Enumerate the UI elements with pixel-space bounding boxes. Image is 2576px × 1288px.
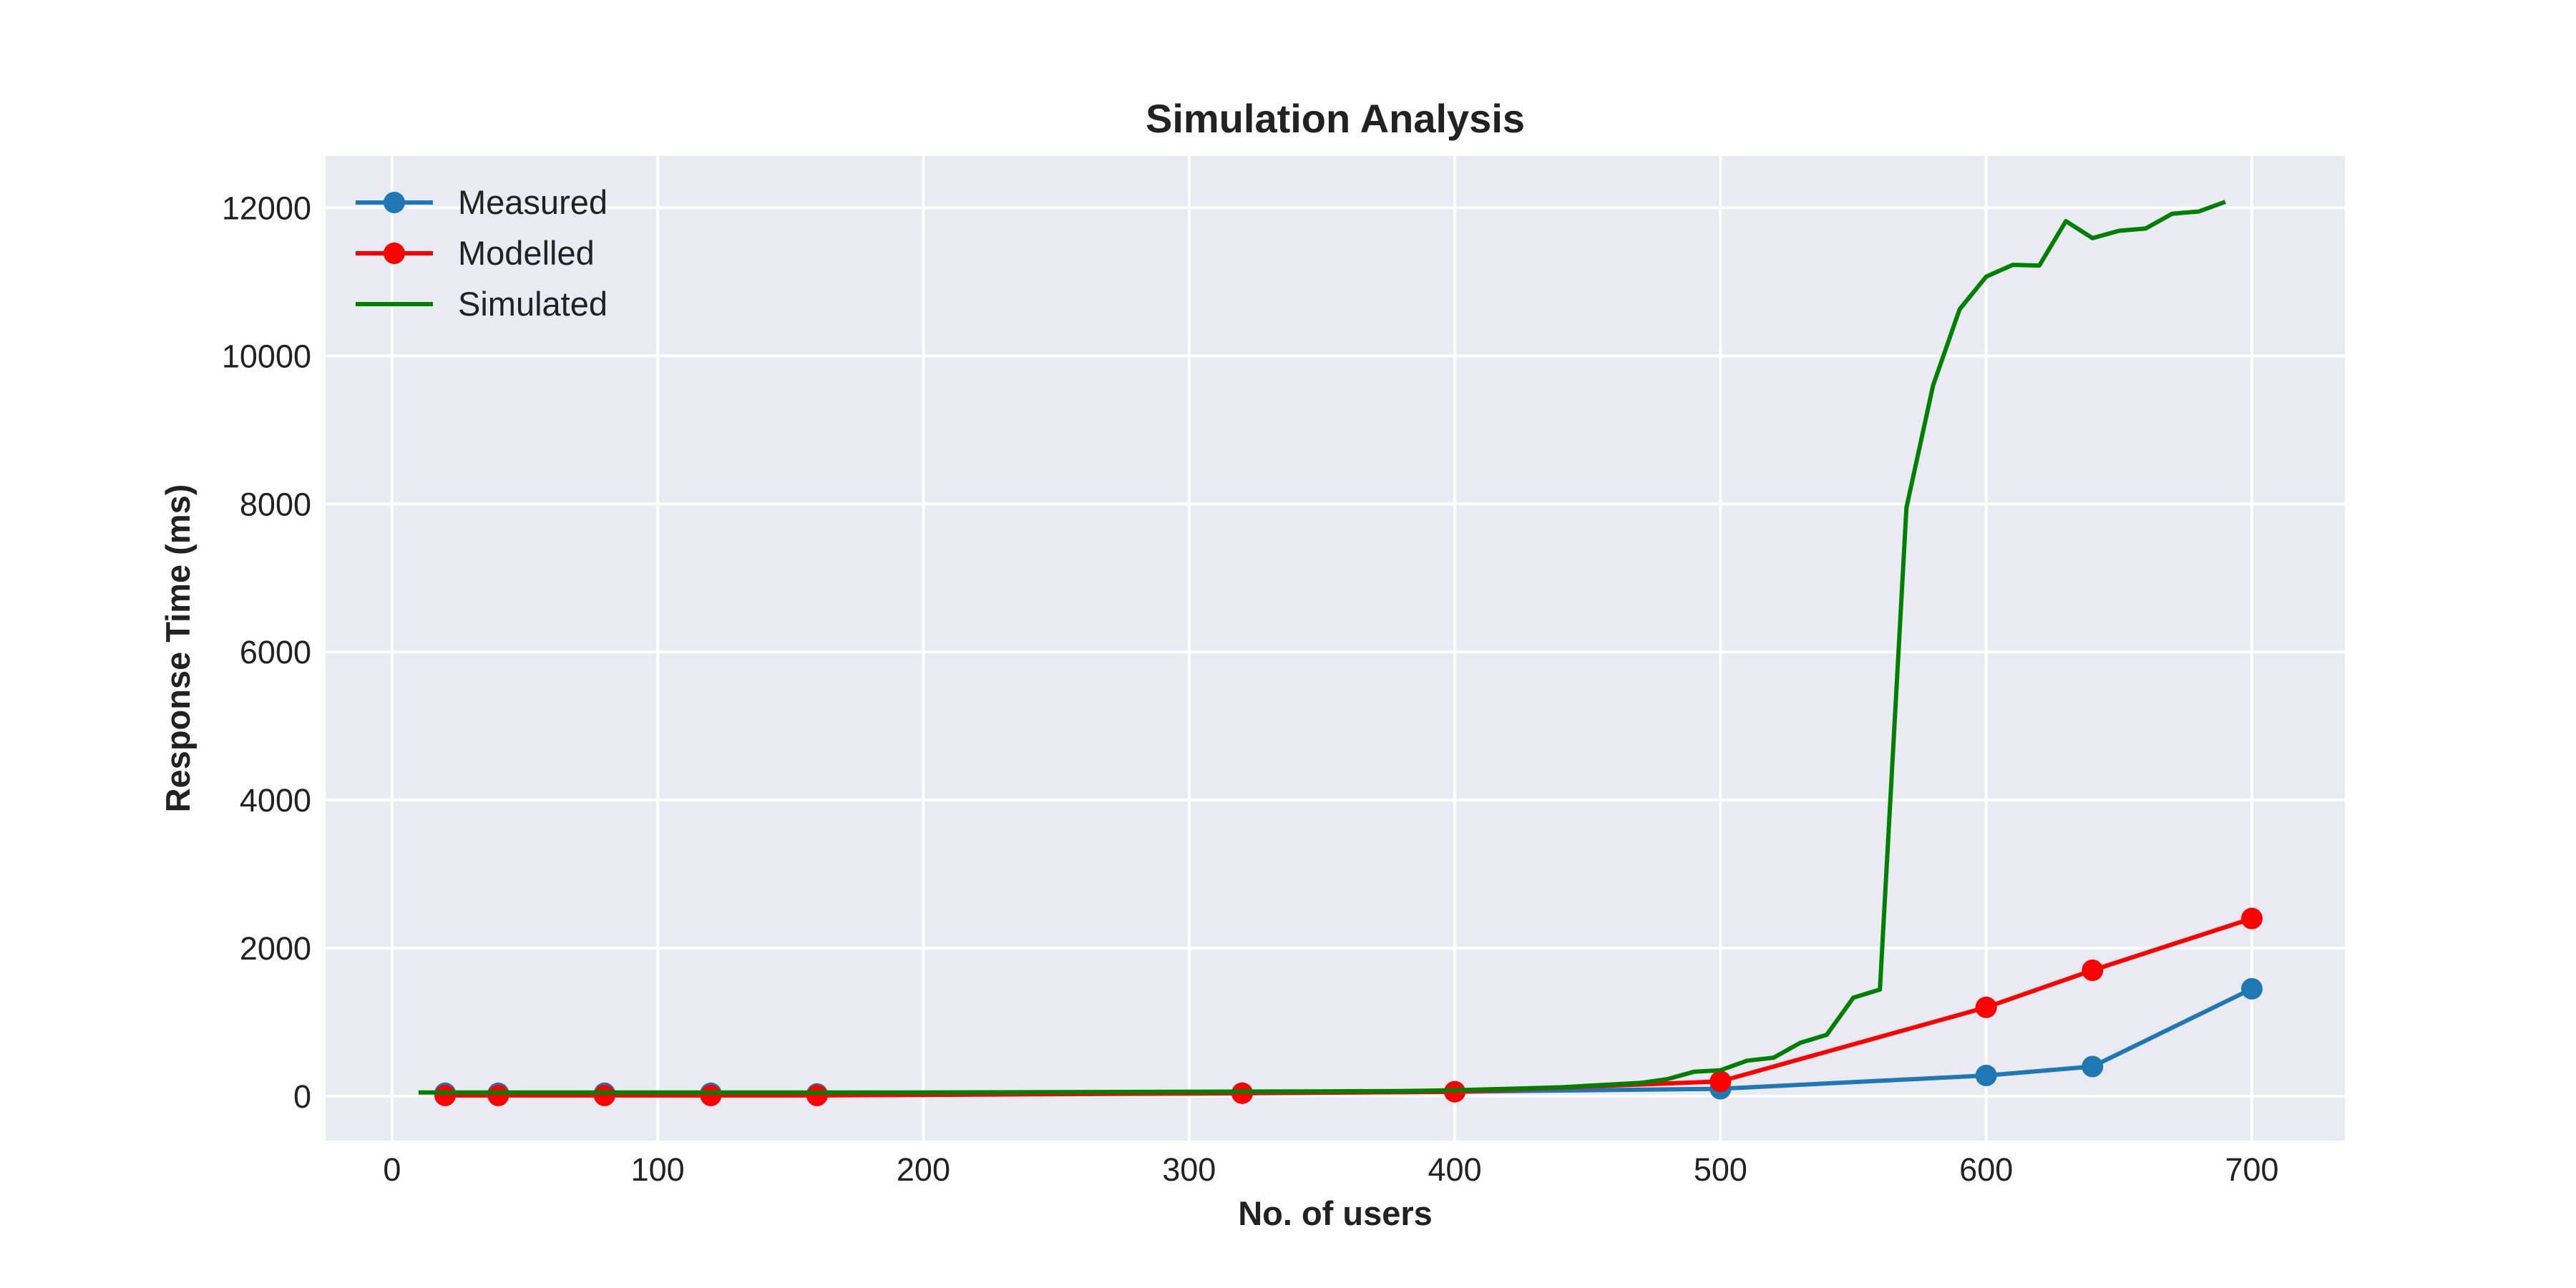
data-point-modelled [593,1084,615,1106]
y-axis-ticks: 0 2000 4000 6000 8000 10000 12000 [222,190,311,1115]
y-tick-label: 8000 [240,486,311,522]
y-tick-label: 2000 [240,930,311,967]
legend-label: Modelled [458,234,595,272]
x-tick-label: 700 [2225,1151,2278,1188]
x-tick-label: 600 [1959,1151,2013,1188]
data-point-modelled [1975,996,1997,1018]
x-tick-label: 0 [383,1151,401,1188]
legend-item-modelled: Modelled [356,234,595,272]
y-tick-label: 0 [293,1078,311,1115]
x-tick-label: 100 [631,1151,685,1188]
data-point-measured [2241,977,2263,1000]
x-axis-ticks: 0 100 200 300 400 500 600 700 [383,1151,2278,1188]
series-line-simulated [419,200,2226,1095]
x-tick-label: 200 [897,1151,950,1188]
y-tick-label: 12000 [222,190,311,226]
y-tick-label: 4000 [240,782,311,819]
data-point-modelled [1709,1070,1732,1093]
series-layer [419,200,2263,1106]
legend-label: Simulated [458,285,608,323]
legend-item-measured: Measured [356,183,608,221]
data-point-modelled [2241,907,2263,930]
y-axis-label: Response Time (ms) [159,484,197,813]
grid [326,156,2345,1141]
data-point-modelled [434,1084,457,1106]
data-point-modelled [2082,960,2104,981]
y-tick-label: 10000 [222,338,311,374]
x-tick-label: 400 [1428,1151,1482,1188]
legend: Measured Modelled Simulated [356,183,608,323]
series-simulated [419,200,2226,1095]
data-point-modelled [806,1084,828,1106]
plot-area [326,156,2345,1141]
data-point-measured [1975,1065,1997,1086]
data-point-modelled [700,1084,722,1106]
legend-marker [384,192,405,213]
legend-label: Measured [458,183,608,221]
x-tick-label: 300 [1162,1151,1216,1188]
legend-marker [384,243,405,264]
legend-item-simulated: Simulated [356,285,608,323]
x-axis-label: No. of users [1238,1194,1433,1232]
y-tick-label: 6000 [240,634,311,670]
data-point-modelled [487,1084,509,1106]
x-tick-label: 500 [1694,1151,1747,1188]
data-point-measured [2082,1055,2104,1078]
chart-title: Simulation Analysis [1146,96,1525,141]
